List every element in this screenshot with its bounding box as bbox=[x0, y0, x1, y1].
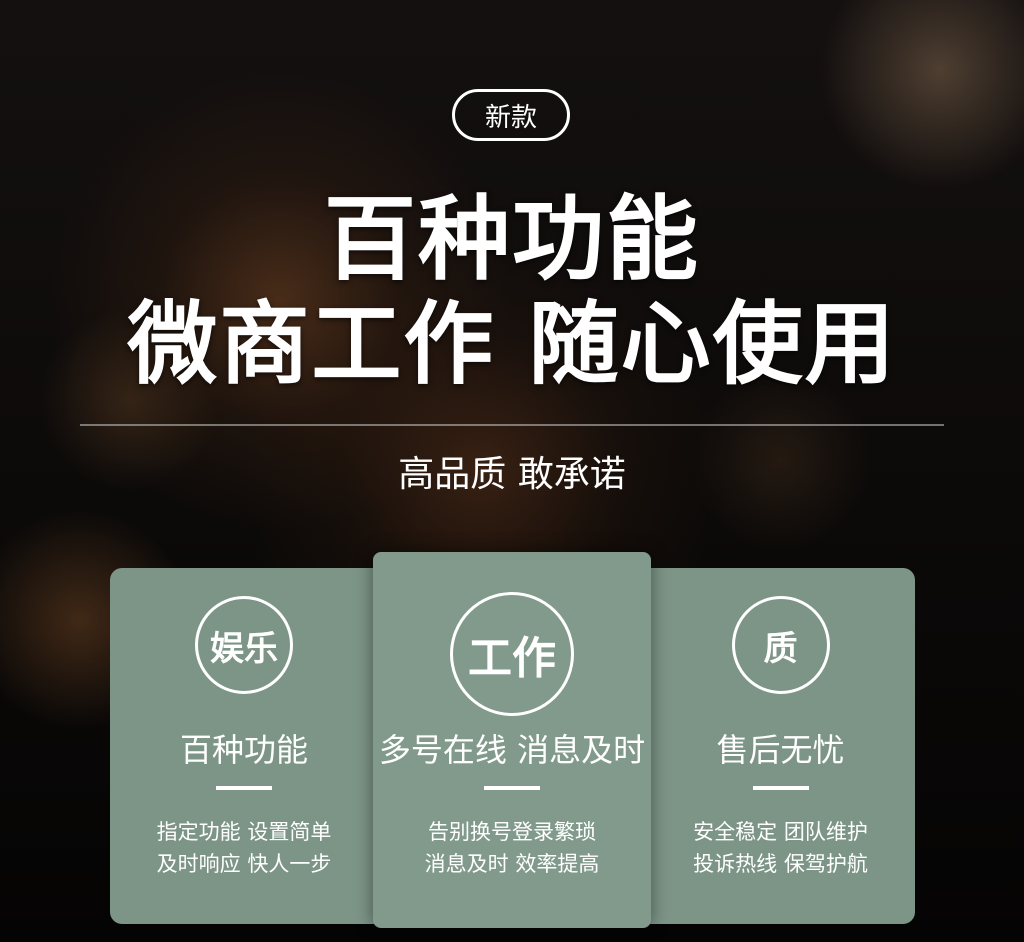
card-desc-line: 安全稳定 团队维护 bbox=[693, 820, 868, 844]
card-underline bbox=[484, 786, 540, 790]
card-underline bbox=[752, 786, 809, 790]
tagline: 高品质 敢承诺 bbox=[398, 454, 626, 495]
card-desc-line: 指定功能 设置简单 bbox=[156, 820, 332, 844]
card-description: 指定功能 设置简单 及时响应 快人一步 bbox=[110, 816, 378, 880]
card-desc-line: 消息及时 效率提高 bbox=[424, 852, 600, 876]
card-underline bbox=[216, 786, 272, 790]
new-badge: 新款 bbox=[452, 89, 570, 141]
card-desc-line: 及时响应 快人一步 bbox=[156, 852, 332, 876]
card-circle-badge: 娱乐 bbox=[195, 596, 293, 694]
feature-card-entertainment: 娱乐 百种功能 指定功能 设置简单 及时响应 快人一步 bbox=[110, 568, 378, 924]
card-title: 售后无忧 bbox=[716, 731, 845, 769]
card-circle-badge: 质 bbox=[731, 596, 830, 694]
feature-card-work: 工作 多号在线 消息及时 告别换号登录繁琐 消息及时 效率提高 bbox=[373, 552, 651, 928]
card-description: 告别换号登录繁琐 消息及时 效率提高 bbox=[373, 816, 651, 880]
card-title: 百种功能 bbox=[179, 731, 308, 769]
headline-line-2: 微商工作 随心使用 bbox=[127, 292, 897, 397]
card-circle-badge: 工作 bbox=[450, 592, 574, 716]
feature-card-quality: 质 售后无忧 安全稳定 团队维护 投诉热线 保驾护航 bbox=[646, 568, 915, 924]
headline-line-1: 百种功能 bbox=[323, 186, 700, 293]
card-desc-line: 投诉热线 保驾护航 bbox=[693, 852, 868, 876]
card-title: 多号在线 消息及时 bbox=[378, 731, 646, 769]
card-desc-line: 告别换号登录繁琐 bbox=[428, 820, 596, 844]
divider bbox=[80, 424, 944, 426]
card-description: 安全稳定 团队维护 投诉热线 保驾护航 bbox=[646, 816, 915, 880]
